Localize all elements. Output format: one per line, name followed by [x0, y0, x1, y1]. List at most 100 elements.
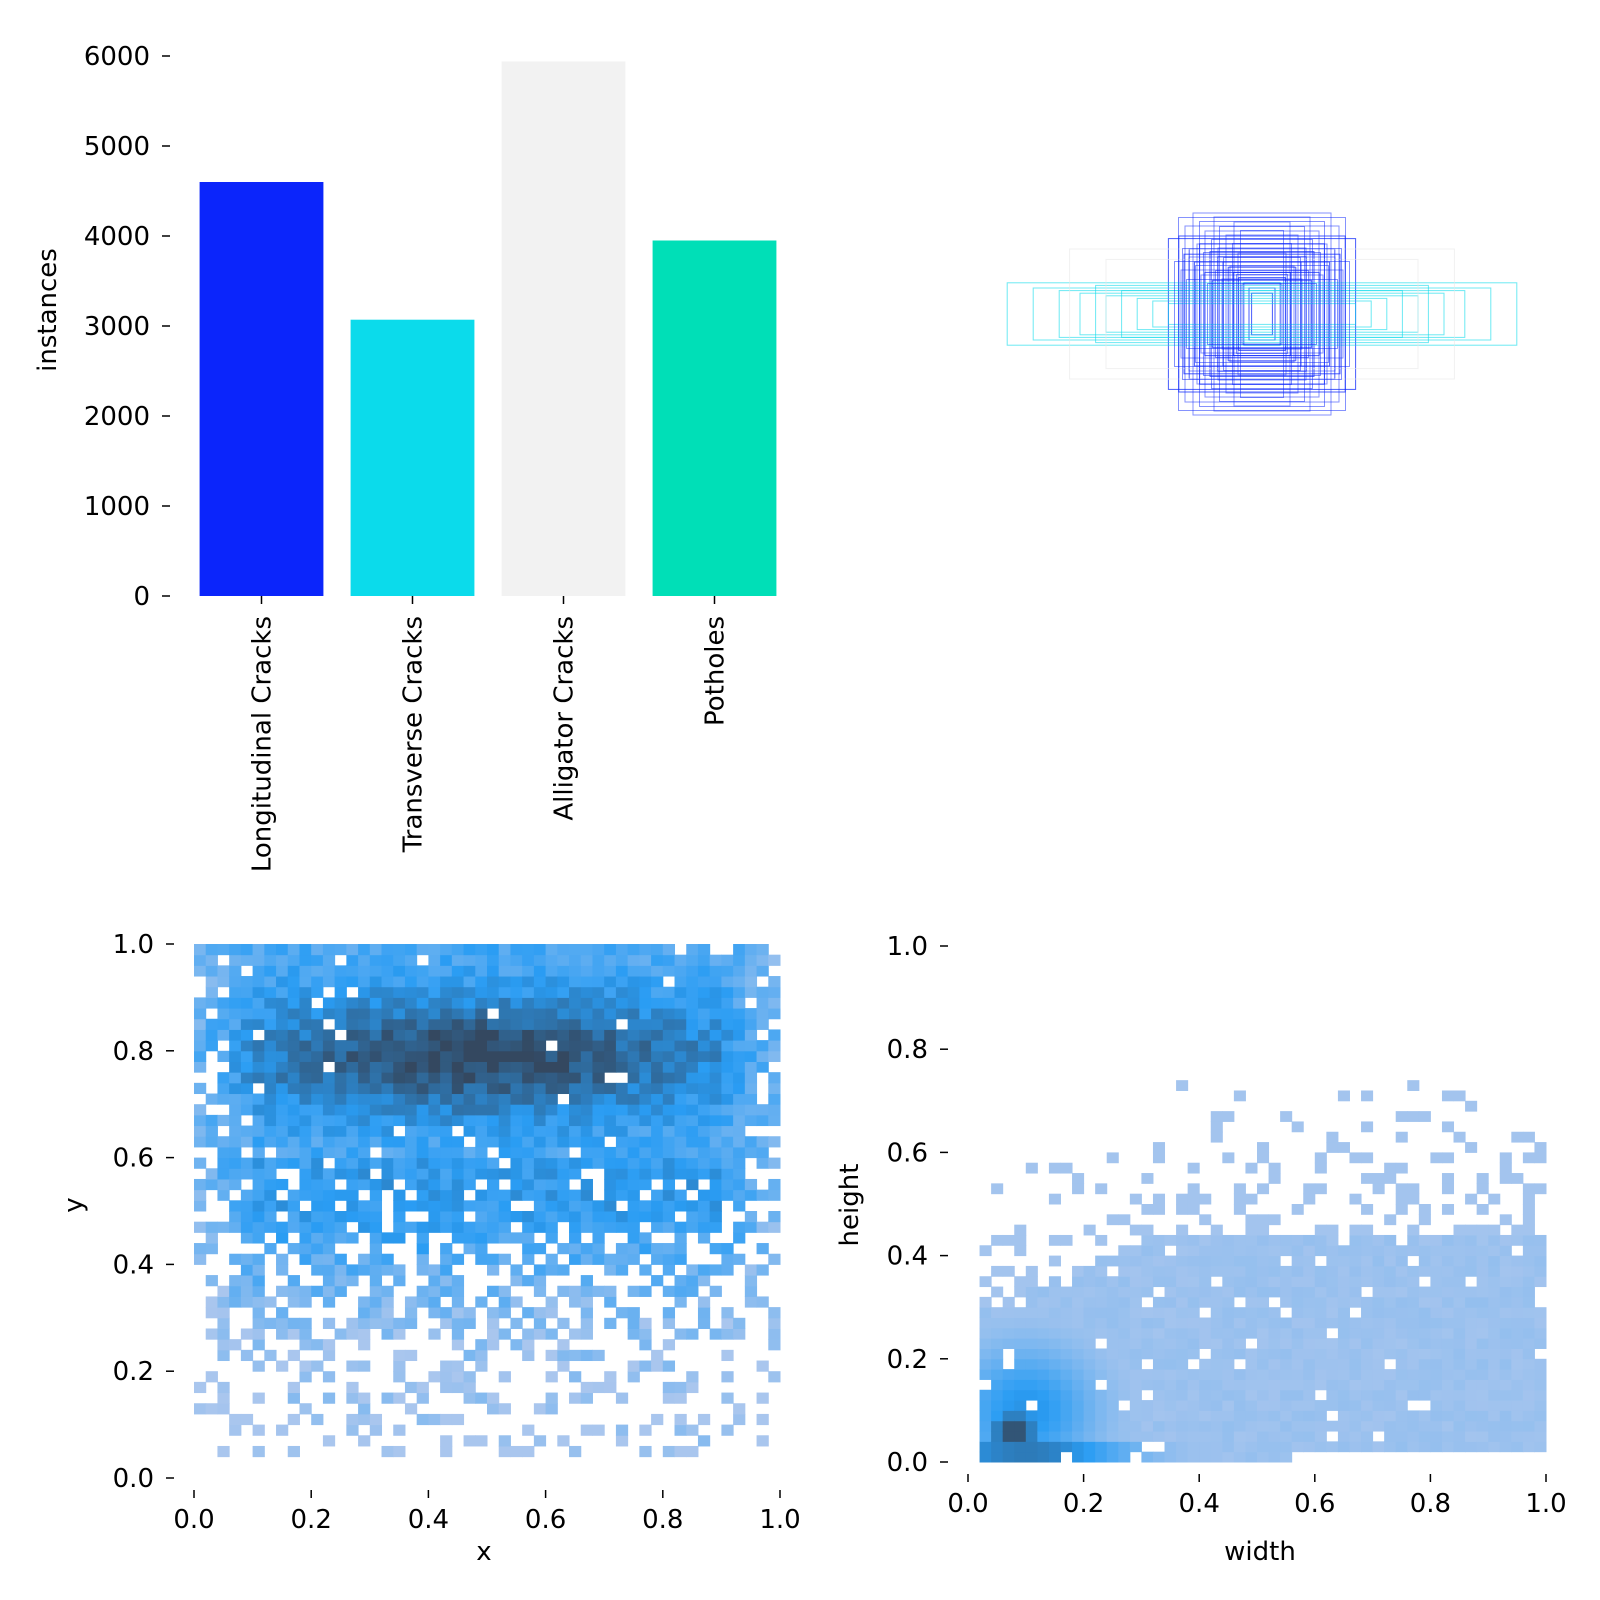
wh-heatmap-cell [1118, 1317, 1131, 1329]
xy-heatmap-cell [721, 1008, 734, 1020]
wh-heatmap-cell [1384, 1338, 1397, 1349]
xy-heatmap-cell [311, 1029, 324, 1041]
xy-heatmap-cell [651, 1221, 664, 1233]
wh-heatmap-cell [1303, 1431, 1316, 1442]
xy-heatmap-cell [217, 1018, 230, 1030]
xy-heatmap-cell [487, 1317, 500, 1329]
wh-heatmap-cell [1060, 1327, 1073, 1339]
wh-heatmap-cell [1488, 1379, 1501, 1391]
xy-heatmap-cell [299, 1050, 312, 1062]
wh-heatmap-cell [1257, 1441, 1270, 1453]
wh-heatmap-cell [1522, 1152, 1535, 1164]
wh-heatmap-cell [1384, 1276, 1397, 1288]
xy-heatmap-cell [721, 1349, 734, 1362]
xy-y-tick-label: 0.4 [113, 1250, 154, 1280]
xy-heatmap-cell [604, 1211, 617, 1223]
xy-heatmap-cell [440, 1050, 453, 1062]
xy-heatmap-cell [381, 1114, 394, 1127]
wh-heatmap-cell [1407, 1265, 1420, 1277]
wh-heatmap-cell [1395, 1162, 1408, 1174]
xy-heatmap-cell [346, 1040, 359, 1052]
xy-heatmap-cell [487, 1307, 500, 1319]
xy-heatmap-cell [393, 986, 406, 998]
xy-heatmap-cell [311, 1050, 324, 1062]
xy-heatmap-cell [721, 1328, 734, 1340]
wh-heatmap-cell [1511, 1173, 1524, 1184]
xy-heatmap-cell [639, 1232, 652, 1244]
wh-heatmap-cell [1222, 1451, 1235, 1463]
xy-heatmap-cell [475, 1114, 488, 1127]
xy-heatmap-cell [686, 1178, 699, 1191]
xy-y-tick-label: 0.8 [113, 1037, 154, 1067]
xy-heatmap-cell [205, 1232, 218, 1244]
xy-heatmap-cell [475, 1296, 488, 1308]
xy-heatmap-cell [674, 1413, 687, 1426]
wh-heatmap-cell [979, 1338, 992, 1349]
xy-heatmap-cell [358, 1200, 371, 1212]
wh-heatmap-cell [1176, 1245, 1189, 1257]
xy-heatmap-cell [287, 976, 300, 988]
wh-heatmap-cell [1210, 1265, 1223, 1277]
xy-heatmap-cell [322, 1050, 336, 1062]
wh-heatmap-cell [1465, 1224, 1478, 1236]
xy-heatmap-cell [381, 1157, 394, 1169]
xy-heatmap-cell [662, 1445, 676, 1458]
xy-heatmap-cell [615, 997, 629, 1009]
xy-heatmap-cell [194, 1253, 207, 1265]
xy-heatmap-cell [322, 1189, 336, 1201]
wh-heatmap-cell [1361, 1338, 1374, 1349]
wh-heatmap-cell [1453, 1379, 1466, 1391]
xy-heatmap-cell [252, 1221, 265, 1233]
wh-heatmap-cell [1152, 1410, 1166, 1422]
wh-heatmap-cell [1372, 1358, 1385, 1370]
wh-heatmap-cell [1025, 1379, 1038, 1391]
wh-heatmap-cell [1522, 1441, 1535, 1453]
xy-heatmap-cell [369, 1413, 383, 1426]
xy-heatmap-cell [240, 1093, 254, 1105]
xy-heatmap-cell [615, 1178, 629, 1191]
xy-heatmap-cell [522, 1072, 535, 1084]
xy-heatmap-cell [381, 954, 394, 966]
wh-heatmap-cell [1453, 1431, 1466, 1442]
xy-heatmap-cell [205, 1296, 218, 1308]
wh-heatmap-cell [1280, 1327, 1293, 1339]
wh-heatmap-cell [1245, 1286, 1258, 1298]
xy-heatmap-cell [662, 1146, 676, 1159]
wh-heatmap-cell [1395, 1131, 1408, 1143]
xy-heatmap-cell [264, 1178, 277, 1191]
wh-heatmap-cell [1372, 1234, 1385, 1246]
wh-heatmap-cell [1291, 1234, 1304, 1246]
xy-heatmap-cell [404, 1093, 418, 1105]
xy-heatmap-cell [510, 1317, 523, 1329]
xy-heatmap-cell [240, 1029, 254, 1041]
wh-heatmap-cell [1314, 1296, 1327, 1308]
wh-heatmap-cell [1465, 1307, 1478, 1319]
wh-heatmap-cell [1060, 1338, 1073, 1349]
xy-heatmap-cell [686, 1146, 699, 1159]
xy-heatmap-cell [498, 954, 511, 966]
xy-heatmap-cell [709, 1061, 722, 1073]
xy-heatmap-cell [369, 1029, 383, 1041]
wh-heatmap-cell [1441, 1379, 1455, 1391]
xy-heatmap-cell [252, 1339, 265, 1351]
xy-heatmap-cell [721, 1189, 734, 1201]
wh-heatmap-cell [1245, 1451, 1258, 1463]
wh-heatmap-cell [1106, 1400, 1119, 1411]
wh-heatmap-cell [1303, 1245, 1316, 1257]
xy-heatmap-cell [322, 1114, 336, 1127]
bar [501, 61, 626, 596]
wh-heatmap-cell [1141, 1224, 1154, 1236]
wh-heatmap-cell [1222, 1296, 1235, 1308]
xy-heatmap-cell [733, 1317, 746, 1329]
wh-heatmap-cell [1337, 1307, 1350, 1319]
wh-heatmap-cell [1060, 1389, 1073, 1401]
xy-heatmap-cell [264, 1040, 277, 1052]
wh-heatmap-cell [1245, 1317, 1258, 1329]
wh-heatmap-cell [1083, 1224, 1096, 1236]
wh-heatmap-cell [1095, 1234, 1108, 1246]
wh-heatmap-cell [1395, 1358, 1408, 1370]
wh-heatmap-cell [1476, 1338, 1489, 1349]
wh-heatmap-cell [1268, 1348, 1281, 1360]
xy-heatmap-cell [287, 1296, 300, 1308]
xy-heatmap-cell [358, 1157, 371, 1169]
